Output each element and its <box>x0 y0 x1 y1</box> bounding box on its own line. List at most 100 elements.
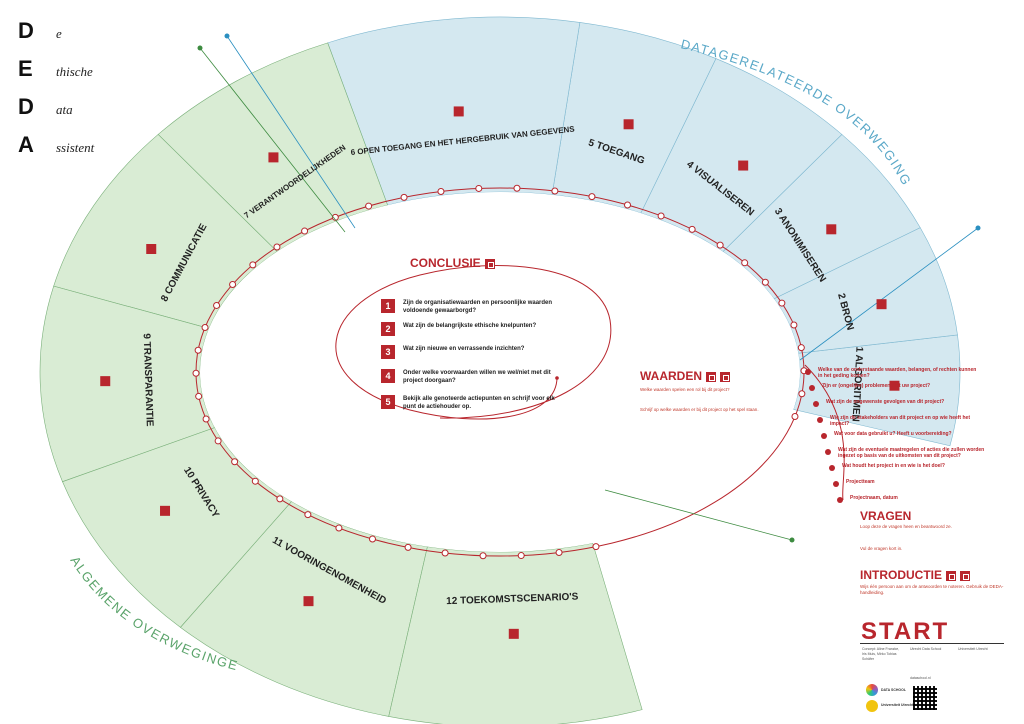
path-line <box>804 364 845 501</box>
footer-org: Utrecht Data School <box>910 647 942 651</box>
inner-ellipse <box>200 192 800 552</box>
path-dot <box>202 415 210 423</box>
conclusie-text: Bekijk alle genoteerde actiepunten en sc… <box>403 396 555 410</box>
question-item: Wat houdt het project in en wie is het d… <box>842 463 945 469</box>
path-dot <box>249 261 257 269</box>
path-dot <box>194 346 202 354</box>
path-dot <box>304 511 312 519</box>
conclusie-text: Wat zijn de belangrijkste ethische knelp… <box>403 323 537 329</box>
cards-icon <box>100 376 111 387</box>
divider-green <box>199 47 346 233</box>
path-dot <box>741 259 749 267</box>
question-item: Projectnaam, datum <box>850 495 898 501</box>
brand-row-4: A ssistent <box>18 132 94 158</box>
path-dot <box>791 413 799 421</box>
conclusie-item: 4 Onder welke voorwaarden willen we wel/… <box>381 369 563 385</box>
path-dot <box>437 188 445 196</box>
question-dot <box>809 385 815 391</box>
cards-icon <box>738 160 749 171</box>
footer-university: Universiteit Utrecht <box>958 647 988 651</box>
uu-logo-text: Universiteit Utrecht <box>881 703 914 707</box>
path-dot <box>201 323 209 331</box>
path-dot <box>404 543 412 551</box>
vragen-heading: VRAGEN <box>860 509 911 523</box>
sector-title-9: 9 TRANSPARANTIE <box>141 333 155 427</box>
path-dot <box>368 535 376 543</box>
path-dot <box>688 225 696 233</box>
data-school-logo-text: DATA SCHOOL <box>881 688 907 692</box>
sector-1 <box>793 334 961 447</box>
conclusie-num: 4 <box>381 369 395 383</box>
cards-icon <box>146 243 157 254</box>
divider-blue-dot <box>224 33 230 39</box>
start-label: START <box>861 618 950 645</box>
sector-title-12: 12 TOEKOMSTSCENARIO'S <box>446 592 579 608</box>
path-dot <box>195 392 203 400</box>
path-dot <box>475 184 483 192</box>
divider-blue-right-dot <box>975 225 981 231</box>
question-item: Zijn er (ongelijke) problemen met uw pro… <box>822 383 931 389</box>
path-dot <box>365 202 373 210</box>
cards-icon <box>826 224 837 235</box>
sector-title-1: 1 ALGORITMEN <box>850 346 865 422</box>
conclusie-num: 5 <box>381 395 395 409</box>
brand-row-1: D e <box>18 18 62 44</box>
conclusie-text: Zijn de organisatiewaarden en persoonlij… <box>403 300 553 314</box>
question-dot <box>821 433 827 439</box>
path-dot <box>251 477 259 485</box>
cards-icon <box>453 106 464 117</box>
brand-letter: E <box>18 56 33 81</box>
path-dot <box>301 227 309 235</box>
footer-credits: Concept: Aline Franzke, Iris Muis, Mirko… <box>862 647 900 661</box>
path-dot <box>798 390 806 398</box>
conclusie-heading: CONCLUSIE <box>410 256 495 270</box>
conclusie-text: Wat zijn nieuwe en verrassende inzichten… <box>403 346 525 352</box>
cards-icon <box>876 299 887 310</box>
introductie-heading: INTRODUCTIE <box>860 568 970 582</box>
path-dot <box>213 301 221 309</box>
question-item: Projectteam <box>846 479 875 485</box>
cards-icon <box>268 152 279 163</box>
path-dot <box>790 321 798 329</box>
path-dot <box>400 193 408 201</box>
path-dot <box>551 187 559 195</box>
cards-icon <box>303 596 314 607</box>
path-dot <box>592 543 600 551</box>
introductie-text: Wijs één persoon aan om de antwoorden te… <box>860 584 1004 595</box>
brand-letter: D <box>18 18 34 43</box>
vragen-text-1: Loop deze de vragen heen en beantwoord z… <box>860 524 952 529</box>
vragen-title: VRAGEN <box>860 509 912 523</box>
conclusie-item: 1 Zijn de organisatiewaarden en persoonl… <box>381 299 563 315</box>
divider-green-right-dot <box>789 537 795 543</box>
path-dot <box>192 369 200 377</box>
brand-word: thische <box>56 64 93 79</box>
ring-sectors <box>39 16 961 724</box>
path-dot <box>555 548 563 556</box>
path-dot <box>624 201 632 209</box>
path-dot <box>479 552 487 560</box>
cards-icon <box>160 505 171 516</box>
brand-word: ata <box>56 102 73 117</box>
path-dot <box>797 344 805 352</box>
conclusie-num: 1 <box>381 299 395 313</box>
conclusie-item: 2 Wat zijn de belangrijkste ethische kne… <box>381 322 563 336</box>
question-item: Wat voor data gebruikt u? Heeft u voorbe… <box>834 431 952 437</box>
waarden-text-1: Welke waarden spelen een rol bij dit pro… <box>640 387 730 392</box>
question-dot <box>837 497 843 503</box>
path-dot <box>335 524 343 532</box>
question-dot <box>813 401 819 407</box>
waarden-text-2: Schrijf op welke waarden er bij dit proj… <box>640 407 759 412</box>
conclusie-item: 5 Bekijk alle genoteerde actiepunten en … <box>381 395 563 411</box>
brand-row-3: D ata <box>18 94 73 120</box>
introductie-title: INTRODUCTIE <box>860 568 942 582</box>
brand-letter: A <box>18 132 34 157</box>
edit-icon <box>946 570 956 581</box>
question-dot <box>829 465 835 471</box>
spiral-end-dot <box>555 376 559 380</box>
vragen-text-2: Vul de vragen kort in. <box>860 546 903 551</box>
uu-logo-icon <box>866 700 878 712</box>
conclusie-title: CONCLUSIE <box>410 256 481 270</box>
spiral-line <box>335 264 612 420</box>
path-dot <box>761 278 769 286</box>
